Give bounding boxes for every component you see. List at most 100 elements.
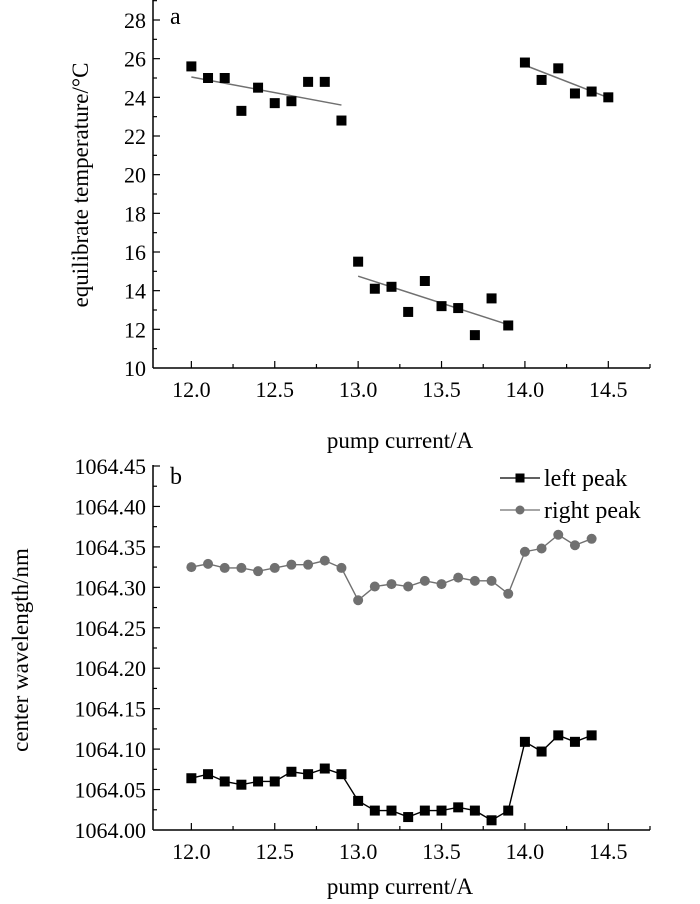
data-point <box>303 76 314 87</box>
data-point <box>419 276 430 286</box>
data-point-right-peak <box>569 540 580 551</box>
data-point-left-peak <box>586 730 597 741</box>
data-point-left-peak <box>369 805 380 816</box>
legend-right-peak-marker <box>515 505 525 515</box>
data-point <box>219 73 230 83</box>
data-point-left-peak <box>319 763 330 774</box>
panel-a-y-axis-title: equilibrate temperature/°C <box>68 63 93 308</box>
data-point-left-peak <box>569 736 580 747</box>
panel-b-y-axis-title: center wavelength/nm <box>8 548 33 752</box>
data-point-left-peak <box>469 805 480 816</box>
y-tick-label: 24 <box>124 85 146 110</box>
legend-left-peak-label: left peak <box>544 466 627 492</box>
data-point-left-peak <box>236 779 247 790</box>
data-point-right-peak <box>286 559 297 570</box>
data-point-left-peak <box>386 805 397 816</box>
data-point <box>286 96 297 107</box>
x-tick-label: 14.0 <box>506 839 545 864</box>
legend: left peak right peak <box>500 466 641 524</box>
data-point <box>603 92 614 103</box>
x-tick-label: 13.5 <box>422 377 461 402</box>
data-point-left-peak <box>453 802 464 813</box>
y-tick-label: 26 <box>124 47 146 72</box>
x-tick-label: 13.5 <box>422 839 461 864</box>
data-point <box>553 63 564 74</box>
data-point-right-peak <box>536 543 547 554</box>
data-point-left-peak <box>219 776 230 787</box>
data-point-right-peak <box>503 588 514 599</box>
y-tick-label: 10 <box>124 356 146 381</box>
data-point <box>269 98 280 109</box>
data-point <box>536 74 547 85</box>
data-point <box>386 281 397 292</box>
data-point-right-peak <box>186 562 197 573</box>
panel-b-x-axis-title: pump current/A <box>327 874 474 899</box>
linear-fit-line <box>357 275 509 326</box>
data-point-left-peak <box>253 776 264 787</box>
data-point-right-peak <box>353 595 364 606</box>
data-point <box>369 283 380 294</box>
y-tick-label: 1064.15 <box>75 697 147 722</box>
x-tick-label: 12.5 <box>255 377 294 402</box>
data-point-right-peak <box>586 533 597 544</box>
data-point <box>253 82 264 93</box>
data-point-right-peak <box>403 581 414 592</box>
data-point-right-peak <box>203 558 214 569</box>
y-tick-label: 1064.25 <box>75 616 147 641</box>
series-line-right-peak <box>191 533 592 602</box>
data-point-left-peak <box>336 769 347 780</box>
y-tick-label: 1064.00 <box>75 818 147 843</box>
data-point-right-peak <box>436 579 447 590</box>
y-tick-label: 18 <box>124 201 146 226</box>
data-point-left-peak <box>353 795 364 806</box>
data-point <box>236 105 247 116</box>
data-point <box>503 320 514 331</box>
data-point-left-peak <box>486 815 497 826</box>
data-point-left-peak <box>303 769 314 780</box>
data-point <box>403 306 414 317</box>
data-point-right-peak <box>519 546 530 557</box>
data-point-left-peak <box>536 746 547 757</box>
data-point-left-peak <box>436 805 447 816</box>
linear-fit-line <box>191 76 342 106</box>
data-point-right-peak <box>486 575 497 586</box>
data-point <box>469 330 480 341</box>
data-point <box>586 86 597 97</box>
data-point-right-peak <box>253 566 264 577</box>
data-point <box>186 61 197 72</box>
y-tick-label: 1064.35 <box>75 535 147 560</box>
data-point-right-peak <box>386 579 397 590</box>
data-point-left-peak <box>403 812 414 823</box>
y-tick-label: 28 <box>124 8 146 33</box>
data-point <box>203 73 214 83</box>
x-tick-label: 12.0 <box>172 377 211 402</box>
y-tick-label: 16 <box>124 240 146 265</box>
data-point <box>569 88 580 99</box>
panel-b-wavelength-chart: b pump current/A center wavelength/nm le… <box>8 454 651 899</box>
y-tick-label: 1064.10 <box>75 737 147 762</box>
data-point <box>319 76 330 87</box>
panel-a-x-axis-title: pump current/A <box>327 428 474 453</box>
data-point-right-peak <box>269 562 280 573</box>
data-point-left-peak <box>553 730 564 741</box>
data-point <box>453 303 464 314</box>
panel-a-temperature-chart: a pump current/A equilibrate temperature… <box>68 0 651 453</box>
x-tick-label: 14.5 <box>589 839 628 864</box>
data-point-left-peak <box>186 773 197 784</box>
data-point-right-peak <box>419 575 430 586</box>
x-tick-label: 13.0 <box>339 377 378 402</box>
data-point-right-peak <box>553 529 564 540</box>
data-point-left-peak <box>269 776 280 787</box>
data-point-left-peak <box>503 805 514 816</box>
data-point-right-peak <box>236 562 247 573</box>
y-tick-label: 14 <box>124 279 146 304</box>
y-tick-label: 12 <box>124 317 146 342</box>
data-point <box>436 301 447 312</box>
x-tick-label: 12.0 <box>172 839 211 864</box>
x-tick-label: 12.5 <box>255 839 294 864</box>
y-tick-label: 1064.20 <box>75 656 147 681</box>
data-point-right-peak <box>219 562 230 573</box>
y-tick-label: 20 <box>124 163 146 188</box>
data-point-left-peak <box>519 736 530 747</box>
